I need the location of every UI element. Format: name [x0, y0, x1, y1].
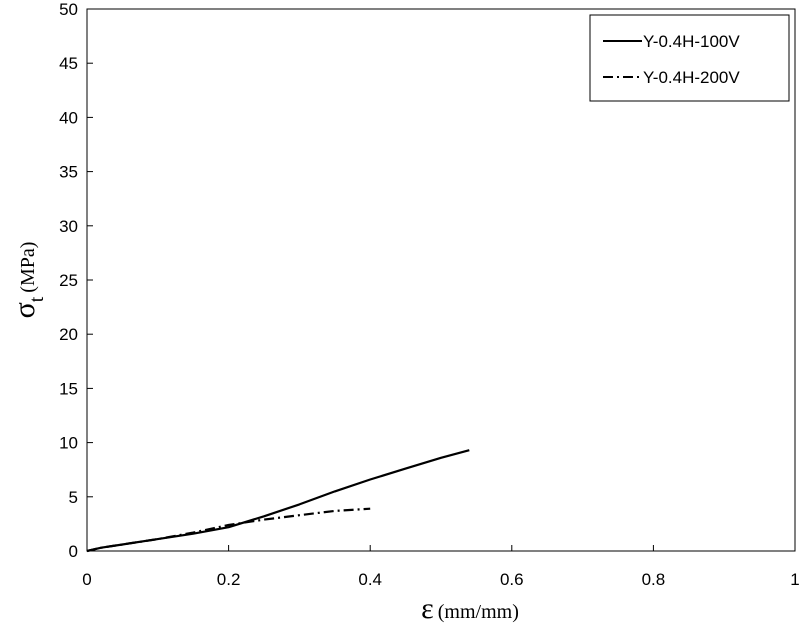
x-axis-ticks: 0 0.2 0.4 0.6 0.8 1	[82, 545, 800, 589]
y-tick-label: 20	[59, 325, 78, 344]
x-tick-label: 1	[790, 570, 799, 589]
y-tick-label: 40	[59, 108, 78, 127]
y-axis-unit: (MPa)	[17, 242, 39, 293]
x-tick-label: 0.4	[358, 570, 382, 589]
x-tick-label: 0.2	[217, 570, 241, 589]
y-tick-label: 10	[59, 434, 78, 453]
x-axis-title: ε (mm/mm)	[421, 592, 519, 625]
series-line-1	[86, 449, 470, 553]
y-tick-label: 15	[59, 379, 78, 398]
y-tick-label: 35	[59, 163, 78, 182]
y-tick-label: 30	[59, 217, 78, 236]
legend-label-series-1: Y-0.4H-100V	[643, 32, 740, 51]
series-line-2	[86, 507, 371, 553]
y-tick-label: 45	[59, 54, 78, 73]
y-tick-label: 0	[69, 542, 78, 561]
series-layer	[86, 449, 470, 553]
y-axis-title: σt (MPa)	[8, 242, 48, 319]
y-tick-label: 25	[59, 271, 78, 290]
y-axis-ticks: 0 5 10 15 20 25 30 35 40 45 50	[59, 0, 93, 561]
legend-box	[589, 14, 790, 102]
y-axis-subscript: t	[26, 296, 48, 302]
legend-label-series-2: Y-0.4H-200V	[643, 68, 740, 87]
x-axis-unit: (mm/mm)	[438, 601, 519, 623]
x-tick-label: 0.8	[642, 570, 666, 589]
legend: Y-0.4H-100V Y-0.4H-200V	[589, 14, 790, 102]
x-tick-label: 0	[82, 570, 91, 589]
svg-text:σt(MPa): σt (MPa)	[8, 242, 48, 319]
x-axis-symbol: ε	[421, 592, 434, 625]
y-tick-label: 50	[59, 0, 78, 19]
y-tick-label: 5	[69, 488, 78, 507]
y-axis-symbol: σ	[8, 302, 41, 318]
x-tick-label: 0.6	[500, 570, 524, 589]
